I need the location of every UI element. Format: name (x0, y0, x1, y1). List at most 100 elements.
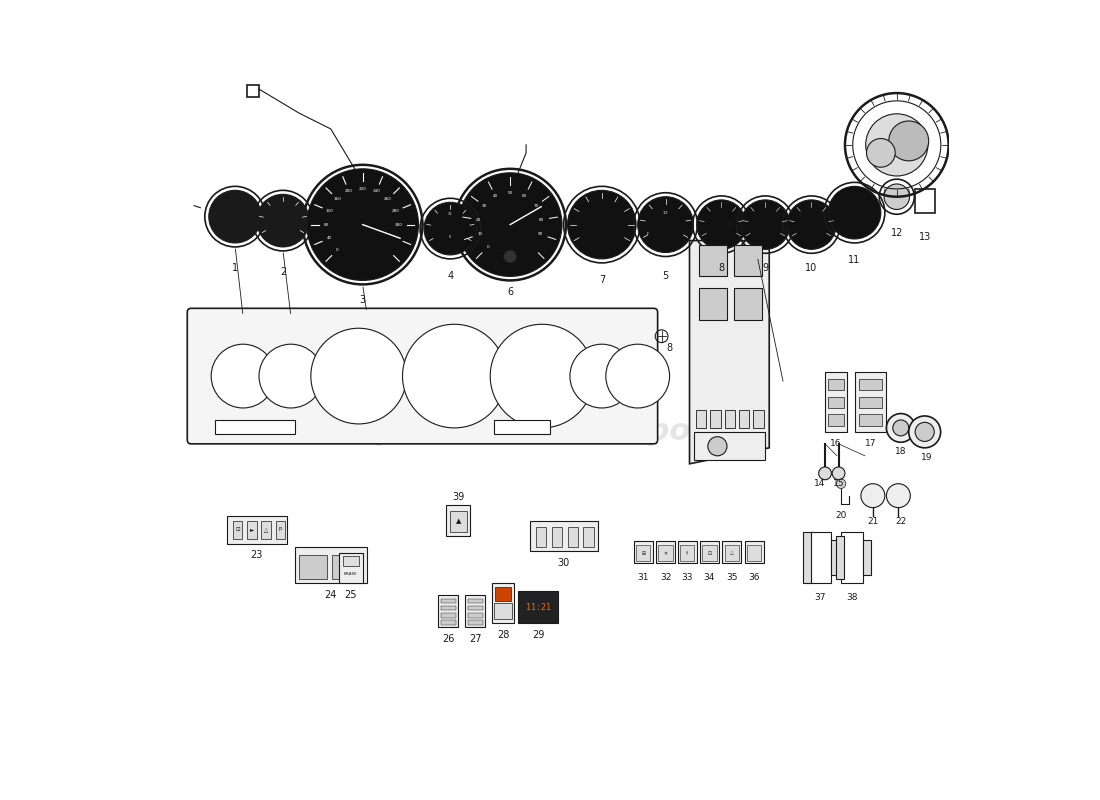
Text: 3: 3 (360, 295, 365, 306)
Bar (803, 531, 811, 583)
Bar (248, 85, 258, 97)
Circle shape (311, 328, 407, 424)
Text: 10: 10 (805, 263, 817, 274)
Circle shape (833, 467, 845, 480)
Text: 40: 40 (327, 236, 332, 240)
Bar (441, 620, 455, 625)
Bar (825, 372, 847, 432)
Text: 28: 28 (497, 630, 509, 640)
Circle shape (606, 344, 670, 408)
Text: ►: ► (250, 527, 254, 533)
Text: 15: 15 (833, 479, 845, 488)
Bar (747, 545, 761, 561)
Text: ↑: ↑ (685, 550, 690, 555)
Text: 35: 35 (726, 574, 737, 582)
Bar (828, 379, 844, 390)
Bar (450, 511, 468, 531)
Text: 26: 26 (442, 634, 454, 644)
Bar (734, 288, 762, 320)
Text: 70: 70 (534, 204, 539, 208)
Text: 1/2: 1/2 (663, 210, 669, 214)
Text: 10: 10 (477, 233, 483, 237)
Text: 2: 2 (279, 267, 286, 278)
Text: 39: 39 (452, 492, 464, 502)
Circle shape (504, 250, 517, 263)
Text: 16: 16 (830, 439, 842, 448)
Text: 25: 25 (344, 590, 356, 600)
Text: 21: 21 (867, 517, 879, 526)
Circle shape (209, 190, 262, 243)
Text: ⊡: ⊡ (235, 527, 240, 533)
Circle shape (307, 169, 418, 281)
Circle shape (403, 324, 506, 428)
Text: BRAKE: BRAKE (344, 572, 358, 576)
Bar (295, 547, 366, 583)
Text: 36: 36 (748, 574, 760, 582)
Circle shape (424, 202, 476, 255)
Circle shape (211, 344, 275, 408)
Text: 120: 120 (326, 209, 333, 213)
Bar (447, 506, 471, 535)
Bar (855, 372, 887, 432)
Text: F: F (647, 232, 649, 236)
Text: 20: 20 (835, 511, 847, 520)
Text: 19: 19 (921, 453, 932, 462)
Circle shape (491, 324, 594, 428)
FancyBboxPatch shape (187, 308, 658, 444)
Text: 160: 160 (333, 198, 341, 202)
Bar (468, 606, 483, 610)
Bar (468, 620, 483, 625)
Circle shape (884, 184, 910, 210)
Text: 60: 60 (522, 194, 527, 198)
Text: 9: 9 (762, 263, 768, 274)
Bar (518, 591, 558, 623)
Text: 5: 5 (662, 271, 669, 282)
Bar (734, 245, 762, 277)
Text: ⊞: ⊞ (641, 550, 646, 555)
Bar (693, 432, 766, 460)
Text: 12: 12 (891, 227, 903, 238)
Bar (583, 526, 594, 546)
Bar (634, 541, 652, 563)
Bar (745, 541, 763, 563)
Text: 4: 4 (448, 271, 453, 282)
Bar (530, 521, 597, 551)
Bar (836, 535, 844, 579)
Bar (441, 598, 455, 603)
Bar (332, 555, 361, 579)
Text: 7: 7 (598, 275, 605, 286)
Text: 31: 31 (638, 574, 649, 582)
Text: 38: 38 (846, 594, 858, 602)
Text: 22: 22 (895, 517, 906, 526)
Bar (696, 410, 706, 428)
Text: 29: 29 (532, 630, 544, 640)
Bar (810, 531, 832, 583)
Circle shape (836, 479, 846, 489)
Text: 23: 23 (251, 550, 263, 561)
Text: 0: 0 (486, 245, 488, 249)
Bar (339, 553, 363, 583)
Bar (842, 531, 864, 583)
Circle shape (786, 200, 836, 250)
Text: 30: 30 (482, 204, 487, 208)
Bar (739, 410, 749, 428)
Bar (468, 613, 483, 618)
Text: 260: 260 (384, 198, 392, 202)
Text: 300: 300 (395, 222, 403, 226)
Circle shape (708, 437, 727, 456)
Bar (343, 556, 359, 566)
Text: 20: 20 (476, 218, 482, 222)
Text: △: △ (264, 527, 268, 533)
Text: 80: 80 (324, 222, 329, 226)
Bar (754, 410, 763, 428)
Text: 80: 80 (539, 218, 544, 222)
Bar (725, 410, 735, 428)
Bar (441, 606, 455, 610)
Text: 9: 9 (726, 220, 733, 230)
Circle shape (887, 414, 915, 442)
Text: 40: 40 (493, 194, 498, 198)
Bar (723, 541, 741, 563)
Text: 90: 90 (538, 233, 543, 237)
Text: 27: 27 (469, 634, 482, 644)
Text: 220: 220 (359, 186, 366, 190)
